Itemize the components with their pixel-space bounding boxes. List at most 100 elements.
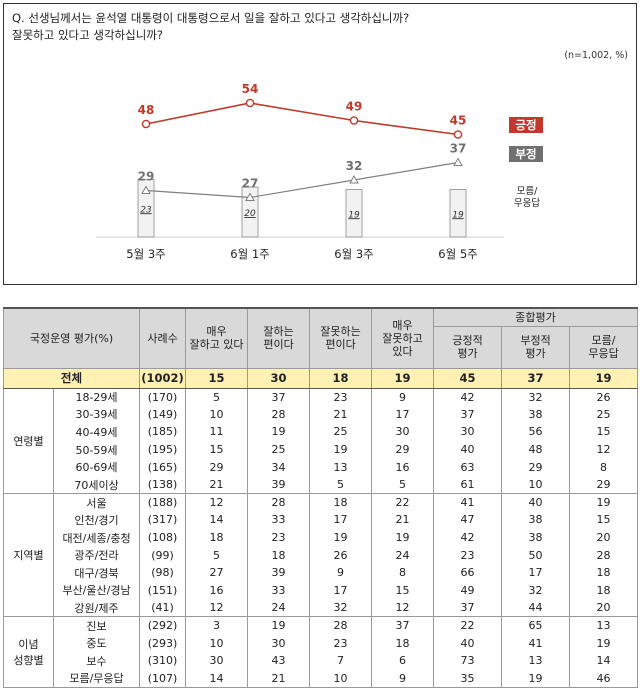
row-label: 50-59세 [52, 440, 141, 459]
row-value: 19 [247, 423, 311, 441]
row-value: 14 [185, 511, 249, 529]
row-label: 대전/세종/충청 [52, 528, 141, 547]
table-row: 인천/경기 (317) 14 33 17 21 47 38 15 [4, 511, 639, 529]
row-value: 40 [433, 440, 503, 459]
row-n: (138) [139, 475, 187, 495]
negative-value-label: 37 [450, 142, 467, 156]
row-value: 33 [247, 581, 311, 600]
table-row: 50-59세 (195) 15 25 19 29 40 48 12 [4, 440, 639, 459]
negative-point [349, 174, 359, 184]
row-value: 5 [309, 475, 373, 495]
evaluation-table: 국정운영 평가(%) 사례수 매우 잘하고 있다 잘하는 편이다 잘못하는 편이… [2, 307, 639, 688]
row-value: 38 [501, 528, 571, 547]
row-value: 12 [185, 493, 249, 512]
header-bad: 잘못하는 편이다 [309, 307, 373, 369]
header-very-bad: 매우 잘못하고 있다 [371, 307, 435, 369]
row-value: 17 [501, 563, 571, 582]
header-summary-group: 종합평가 [433, 307, 639, 327]
row-value: 47 [433, 511, 503, 529]
total-label: 전체 [2, 367, 141, 389]
row-value: 42 [433, 528, 503, 547]
table-row-total: 전체 (1002) 15 30 18 19 45 37 19 [2, 367, 639, 389]
row-value: 10 [185, 405, 249, 424]
positive-point [141, 119, 151, 129]
group-label: 연령별 [3, 387, 54, 495]
row-value: 9 [371, 387, 435, 406]
bar-unknown [449, 189, 467, 238]
row-value: 23 [309, 387, 373, 406]
row-n: (170) [139, 387, 187, 406]
evaluation-table-wrap: 국정운영 평가(%) 사례수 매우 잘하고 있다 잘하는 편이다 잘못하는 편이… [2, 307, 639, 688]
row-value: 17 [309, 581, 373, 600]
row-value: 41 [433, 493, 503, 512]
row-value: 21 [309, 405, 373, 424]
table-row: 부산/울산/경남 (151) 16 33 17 15 49 32 18 [4, 581, 639, 600]
row-value: 26 [569, 387, 639, 406]
row-n: (98) [139, 563, 187, 582]
negative-point [245, 192, 255, 201]
header-unknown: 모름/ 무응답 [569, 325, 639, 369]
header-negative: 부정적 평가 [501, 325, 571, 369]
row-value: 24 [371, 546, 435, 564]
row-value: 25 [309, 423, 373, 441]
row-value: 19 [569, 493, 639, 512]
row-value: 43 [247, 651, 311, 670]
row-value: 32 [309, 599, 373, 618]
row-value: 30 [371, 423, 435, 441]
row-value: 21 [247, 669, 311, 688]
total-value: 19 [371, 367, 435, 389]
row-label: 서울 [52, 493, 141, 512]
row-n: (99) [139, 546, 187, 564]
row-value: 5 [185, 387, 249, 406]
table-row: 모름/무응답 (107) 14 21 10 9 35 19 46 [4, 669, 639, 688]
x-tick-label: 5월 3주 [126, 247, 165, 261]
row-value: 9 [309, 563, 373, 582]
row-label: 40-49세 [52, 423, 141, 441]
row-value: 65 [501, 616, 571, 635]
row-value: 18 [569, 563, 639, 582]
row-value: 25 [247, 440, 311, 459]
row-value: 3 [185, 616, 249, 635]
row-n: (107) [139, 669, 187, 688]
row-value: 40 [501, 493, 571, 512]
row-value: 22 [433, 616, 503, 635]
row-n: (188) [139, 493, 187, 512]
row-value: 19 [371, 528, 435, 547]
row-label: 30-39세 [52, 405, 141, 424]
total-value: 19 [569, 367, 639, 389]
row-value: 16 [371, 458, 435, 476]
row-value: 18 [371, 634, 435, 652]
legend-unknown-label: 모름/무응답 [514, 186, 540, 209]
row-value: 15 [371, 581, 435, 600]
row-value: 16 [185, 581, 249, 600]
row-value: 35 [433, 669, 503, 688]
row-value: 29 [569, 475, 639, 495]
row-value: 21 [371, 511, 435, 529]
header-good: 잘하는 편이다 [247, 307, 311, 369]
row-value: 50 [501, 546, 571, 564]
table-row: 이념 성향별 진보 (292) 3 19 28 37 22 65 13 [3, 616, 639, 688]
row-value: 18 [569, 581, 639, 600]
row-value: 23 [309, 634, 373, 652]
row-value: 29 [371, 440, 435, 459]
header-positive: 긍정적 평가 [433, 325, 503, 369]
table-row: 대전/세종/충청 (108) 18 23 19 19 42 38 20 [4, 528, 639, 547]
row-value: 24 [247, 599, 311, 618]
row-value: 13 [309, 458, 373, 476]
row-value: 30 [433, 423, 503, 441]
legend-negative-label: 부정 [515, 147, 536, 161]
row-value: 23 [247, 528, 311, 547]
row-value: 7 [309, 651, 373, 670]
row-value: 23 [433, 546, 503, 564]
total-value: 18 [309, 367, 373, 389]
x-tick-label: 6월 5주 [438, 247, 477, 261]
bar-label: 19 [348, 210, 360, 220]
row-value: 19 [569, 634, 639, 652]
row-value: 5 [185, 546, 249, 564]
row-value: 29 [501, 458, 571, 476]
row-value: 41 [501, 634, 571, 652]
row-value: 42 [433, 387, 503, 406]
row-label: 보수 [52, 651, 141, 670]
row-value: 20 [569, 599, 639, 618]
positive-value-label: 54 [242, 82, 259, 96]
